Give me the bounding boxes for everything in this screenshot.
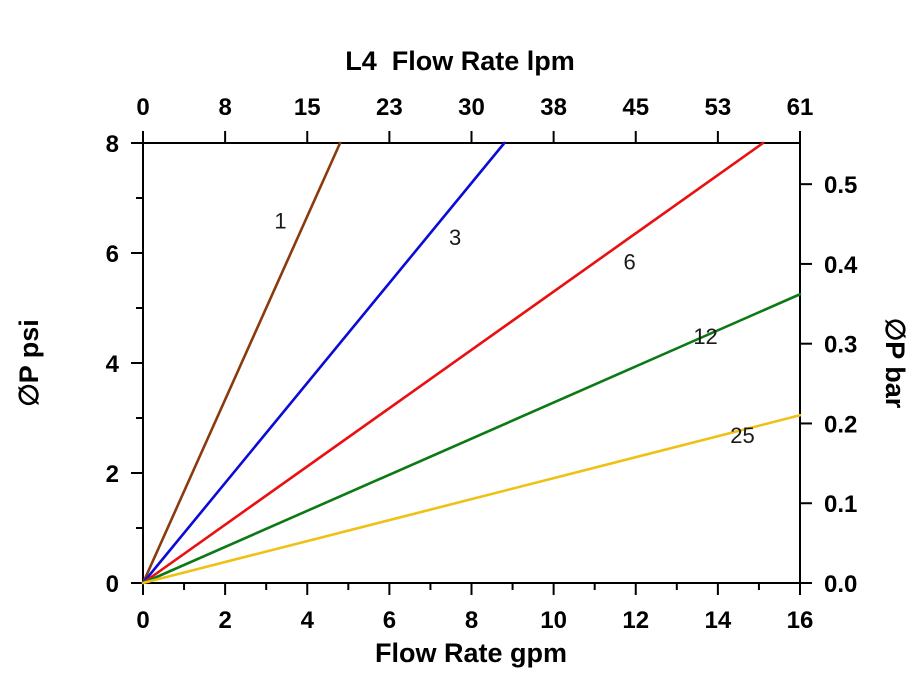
x-bottom-tick-label: 0 (136, 607, 149, 634)
plot-area: 0 2 4 6 8 10 12 14 160 8 15 23 30 38 45 53 61024680.00.1… (106, 94, 858, 634)
right-axis-title: ∅P bar (880, 318, 910, 409)
series-label-3: 3 (449, 225, 461, 250)
x-bottom-tick-label: 10 (540, 607, 567, 634)
x-bottom-tick-label: 6 (383, 607, 396, 634)
y-left-tick-label: 0 (106, 571, 119, 598)
y-right-tick-label: 0.3 (824, 332, 857, 359)
x-bottom-tick-label: 12 (622, 607, 649, 634)
x-top-tick-label: 61 (787, 94, 814, 121)
y-left-tick-label: 2 (106, 461, 119, 488)
x-top-tick-label: 30 (458, 94, 485, 121)
y-left-tick-label: 4 (106, 351, 120, 378)
left-axis-title: ∅P psi (14, 319, 44, 407)
x-top-tick-label: 8 (218, 94, 231, 121)
x-bottom-tick-label: 14 (705, 607, 732, 634)
y-right-tick-label: 0.5 (824, 172, 857, 199)
y-right-tick-label: 0.2 (824, 411, 857, 438)
x-bottom-tick-label: 4 (301, 607, 315, 634)
series-line-1 (141, 141, 342, 585)
y-right-tick-label: 0.4 (824, 252, 858, 279)
series-line-25 (141, 413, 802, 585)
series-line-3 (141, 141, 506, 585)
series-label-12: 12 (693, 324, 717, 349)
series-line-12 (141, 292, 802, 585)
series-label-25: 25 (730, 423, 754, 448)
x-top-tick-label: 45 (622, 94, 649, 121)
x-top-tick-label: 23 (376, 94, 403, 121)
y-right-tick-label: 0.1 (824, 491, 857, 518)
x-top-tick-label: 53 (705, 94, 732, 121)
y-right-tick-label: 0.0 (824, 571, 857, 598)
y-left-tick-label: 8 (106, 131, 119, 158)
y-left-tick-label: 6 (106, 241, 119, 268)
x-bottom-tick-label: 2 (218, 607, 231, 634)
series-line-6 (141, 141, 765, 585)
series-label-1: 1 (274, 208, 286, 233)
bottom-axis-title: Flow Rate gpm (375, 638, 567, 668)
top-axis-title: L4 Flow Rate lpm (345, 46, 575, 76)
series-label-6: 6 (623, 250, 635, 275)
x-bottom-tick-label: 16 (787, 607, 814, 634)
x-bottom-tick-label: 8 (465, 607, 478, 634)
x-top-tick-label: 38 (540, 94, 567, 121)
x-top-tick-label: 15 (294, 94, 321, 121)
x-top-tick-label: 0 (136, 94, 149, 121)
